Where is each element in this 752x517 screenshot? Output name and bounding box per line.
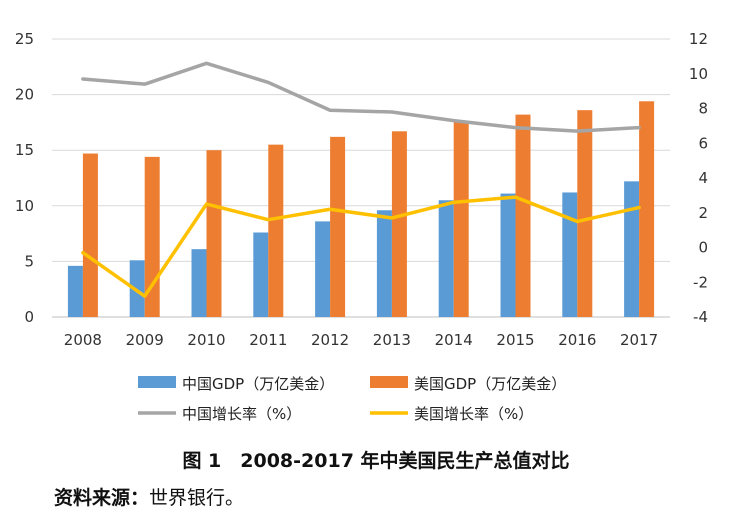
x-tick-label: 2016: [558, 331, 596, 349]
x-tick-label: 2010: [187, 331, 225, 349]
bar: [624, 181, 640, 317]
bar: [191, 249, 207, 317]
y-left-tick-label: 5: [24, 252, 34, 270]
series-line: [81, 61, 641, 133]
x-tick-label: 2014: [435, 331, 473, 349]
bar: [376, 210, 392, 317]
bar: [562, 192, 578, 317]
bar: [500, 193, 516, 317]
y-left-tick-label: 15: [15, 141, 34, 159]
legend-label: 中国增长率（%）: [182, 405, 301, 423]
bar: [577, 110, 593, 317]
y-left-tick-label: 10: [15, 197, 34, 215]
y-right-tick-label: 2: [698, 204, 708, 222]
legend-label: 中国GDP（万亿美金）: [182, 375, 334, 393]
y-left-tick-label: 20: [15, 86, 34, 104]
chart: 0 5 10 15 20 25 -4 -2 0 2 4 6 8 10 12 2008 2009 2010 2011 2…: [15, 30, 708, 423]
x-tick-label: 2013: [373, 331, 411, 349]
source-text: 世界银行。: [149, 487, 245, 509]
series-line: [81, 195, 641, 298]
legend-label: 美国GDP（万亿美金）: [414, 375, 566, 393]
bar: [639, 101, 655, 317]
legend-label: 美国增长率（%）: [414, 405, 533, 423]
bar: [253, 232, 269, 317]
x-tick-label: 2012: [311, 331, 349, 349]
bar: [453, 122, 469, 318]
bar: [315, 221, 331, 317]
bar: [391, 131, 407, 317]
source-label: 资料来源：: [54, 487, 150, 509]
y-right-tick-label: 12: [689, 30, 708, 48]
y-right-tick-label: 10: [689, 65, 708, 83]
bar: [268, 144, 284, 317]
x-tick-label: 2011: [249, 331, 287, 349]
y-right-tick-label: -4: [693, 308, 708, 326]
legend-swatch: [138, 376, 176, 388]
bar: [129, 260, 145, 317]
figure-caption: 图 1 2008-2017 年中美国民生产总值对比: [182, 450, 570, 472]
bar: [515, 114, 531, 317]
y-left-tick-label: 0: [24, 308, 34, 326]
bar: [67, 265, 83, 317]
y-right-tick-label: 6: [698, 134, 708, 152]
x-tick-label: 2008: [64, 331, 102, 349]
y-left-tick-label: 25: [15, 30, 34, 48]
y-right-tick-label: 0: [698, 239, 708, 257]
bar: [330, 136, 346, 317]
x-tick-label: 2017: [620, 331, 658, 349]
bar: [206, 150, 222, 317]
x-tick-label: 2015: [496, 331, 534, 349]
y-right-tick-label: 4: [698, 169, 708, 187]
bar: [438, 200, 454, 317]
bar: [82, 153, 98, 317]
y-right-tick-label: -2: [693, 273, 708, 291]
legend-swatch: [370, 376, 408, 388]
y-right-tick-label: 8: [698, 100, 708, 118]
source-note: 资料来源：世界银行。: [54, 483, 244, 510]
x-tick-label: 2009: [126, 331, 164, 349]
